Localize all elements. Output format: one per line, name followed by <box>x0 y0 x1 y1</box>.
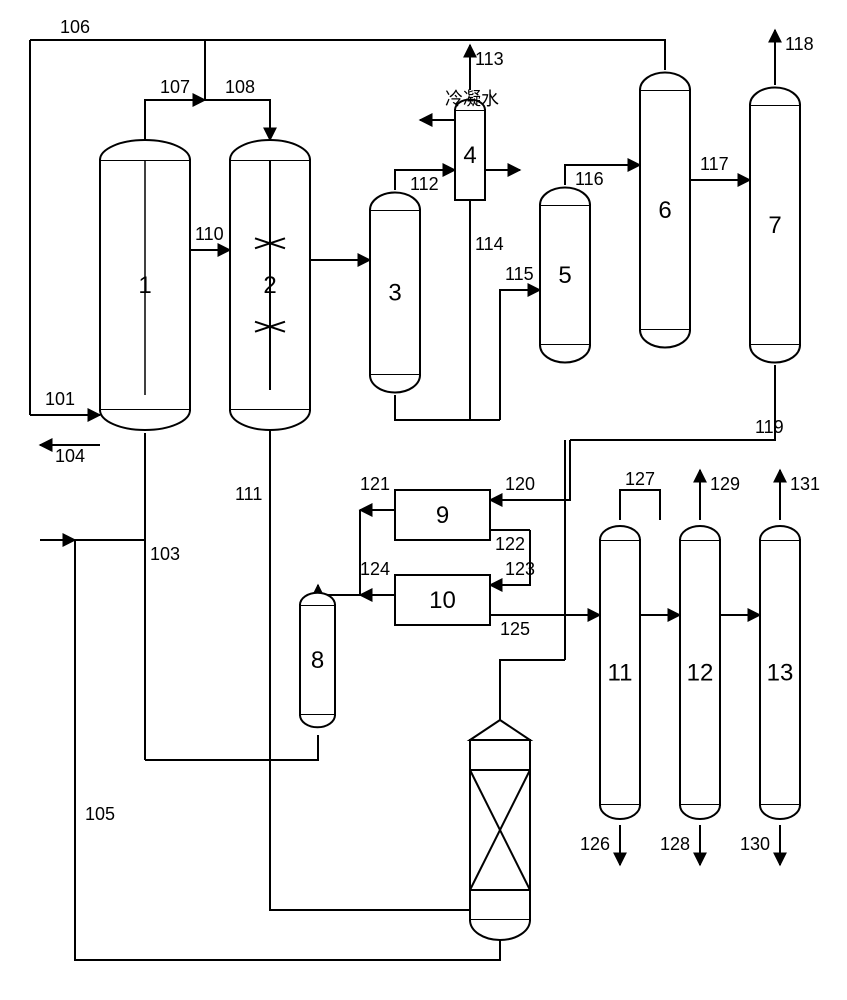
process-flow-diagram: 12345678910111213 1011041031071081061101… <box>0 0 847 1000</box>
stream-towtop <box>500 660 565 720</box>
vessel-label: 3 <box>388 280 401 307</box>
stream-115 <box>500 290 540 420</box>
stream-label-128: 128 <box>660 834 690 854</box>
stream-label-124: 124 <box>360 559 390 579</box>
stream-label-114: 114 <box>475 234 504 254</box>
stream-label-123: 123 <box>505 559 535 579</box>
stream-108 <box>205 100 270 140</box>
stream-label-119: 119 <box>755 417 784 437</box>
stream-label-112: 112 <box>410 174 439 194</box>
stream-103 <box>75 433 145 540</box>
vessel-7: 7 <box>750 88 800 363</box>
stream-label-127: 127 <box>625 469 655 489</box>
stream-8out <box>145 735 318 760</box>
stream-label-120: 120 <box>505 474 535 494</box>
stream-label-129: 129 <box>710 474 740 494</box>
stream-label-118: 118 <box>785 34 814 54</box>
vessel-8: 8 <box>300 593 335 728</box>
stream-label-111: 111 <box>235 484 262 504</box>
stream-label-110: 110 <box>195 224 224 244</box>
vessel-label: 1 <box>138 272 151 299</box>
vessel-11: 11 <box>600 526 640 819</box>
stream-label-101: 101 <box>45 389 75 409</box>
vessel-label: 8 <box>311 647 324 674</box>
vessel-10: 10 <box>395 575 490 625</box>
vessel-3: 3 <box>370 193 420 393</box>
vessel-6: 6 <box>640 73 690 348</box>
vessel-label: 11 <box>608 660 633 687</box>
vessel- <box>470 720 530 940</box>
stream-114 <box>470 200 500 420</box>
stream-label-130: 130 <box>740 834 770 854</box>
vessel-label: 4 <box>463 142 476 169</box>
vessel-13: 13 <box>760 526 800 819</box>
vessel-label: 7 <box>768 212 781 239</box>
vessel-4: 4 <box>455 100 485 201</box>
stream-6top <box>205 40 665 70</box>
stream-label-115: 115 <box>505 264 534 284</box>
condensate-label: 冷凝水 <box>445 89 499 109</box>
vessel-12: 12 <box>680 526 720 819</box>
vessel-label: 6 <box>658 197 671 224</box>
stream-label-125: 125 <box>500 619 530 639</box>
stream-label-131: 131 <box>790 474 820 494</box>
vessel-9: 9 <box>395 490 490 540</box>
stream-3bot <box>395 395 500 420</box>
stream-label-121: 121 <box>360 474 390 494</box>
vessel-label: 13 <box>767 660 794 687</box>
stream-label-107: 107 <box>160 77 190 97</box>
vessel-1: 1 <box>100 140 190 430</box>
stream-label-113: 113 <box>475 49 504 69</box>
vessel-5: 5 <box>540 188 590 363</box>
vessel-label: 5 <box>558 262 571 289</box>
stream-label-105: 105 <box>85 804 115 824</box>
vessel-label: 9 <box>436 502 449 529</box>
vessel-label: 12 <box>687 660 714 687</box>
vessel-label: 10 <box>429 587 456 614</box>
stream-label-116: 116 <box>575 169 604 189</box>
stream-127 <box>620 490 660 520</box>
vessel-2: 2 <box>230 140 310 430</box>
stream-label-106: 106 <box>60 17 90 37</box>
stream-8in <box>318 510 360 595</box>
stream-label-126: 126 <box>580 834 610 854</box>
stream-label-108: 108 <box>225 77 255 97</box>
stream-label-104: 104 <box>55 446 85 466</box>
stream-label-122: 122 <box>495 534 525 554</box>
vessel-label: 2 <box>263 272 276 299</box>
stream-label-103: 103 <box>150 544 180 564</box>
stream-119 <box>570 365 775 440</box>
stream-107 <box>145 100 205 140</box>
stream-towbot <box>470 940 500 960</box>
stream-label-117: 117 <box>700 154 729 174</box>
